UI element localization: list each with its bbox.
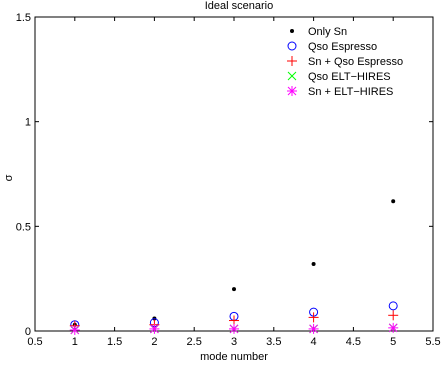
chart-title: Ideal scenario: [205, 0, 274, 12]
data-point: [69, 324, 80, 335]
data-point: [229, 323, 239, 334]
data-point: [391, 199, 396, 204]
legend-marker: [287, 41, 297, 51]
data-point: [388, 322, 399, 333]
x-axis-ticks: 0.5 1 1.5 2 2.5 3 3.5 4 4.5 5 5.5: [27, 17, 441, 348]
x-tick-label: 3: [231, 336, 237, 348]
data-point: [232, 287, 236, 292]
legend-marker: [287, 56, 297, 66]
legend-marker: [290, 29, 294, 33]
x-tick-label: 2: [151, 336, 157, 348]
data-points: [69, 199, 399, 335]
plot-frame: [34, 16, 434, 332]
x-tick-label: 0.5: [27, 336, 42, 348]
legend-label: Only Sn: [308, 26, 347, 38]
x-axis-label: mode number: [200, 351, 268, 363]
y-tick-label: 0.5: [16, 221, 31, 233]
legend-marker: [287, 86, 297, 96]
data-point: [388, 301, 398, 311]
y-tick-label: 0: [25, 326, 31, 338]
y-axis-ticks: 0 0.5 1 1.5: [16, 12, 433, 338]
data-point: [229, 315, 239, 326]
data-point: [149, 323, 160, 334]
y-tick-label: 1: [25, 117, 31, 129]
x-tick-label: 5.5: [425, 336, 440, 348]
legend-marker: [287, 71, 297, 81]
legend-label: Sn + ELT−HIRES: [308, 86, 393, 98]
x-tick-label: 3.5: [266, 336, 281, 348]
data-point: [308, 323, 319, 334]
data-point: [308, 312, 319, 323]
legend: Only Sn Qso Espresso Sn + Qso Espresso Qso …: [287, 26, 403, 98]
x-tick-label: 5: [390, 336, 396, 348]
data-point: [388, 310, 399, 321]
legend-label: Sn + Qso Espresso: [308, 56, 403, 68]
x-tick-label: 4: [311, 336, 317, 348]
y-axis-label: σ: [3, 174, 15, 181]
data-point: [311, 262, 316, 267]
x-tick-label: 1: [72, 336, 78, 348]
x-tick-label: 2.5: [187, 336, 202, 348]
x-tick-label: 1.5: [107, 336, 122, 348]
y-tick-label: 1.5: [16, 12, 31, 24]
legend-label: Qso ELT−HIRES: [308, 71, 391, 83]
x-tick-label: 4.5: [346, 336, 361, 348]
legend-label: Qso Espresso: [308, 41, 377, 53]
